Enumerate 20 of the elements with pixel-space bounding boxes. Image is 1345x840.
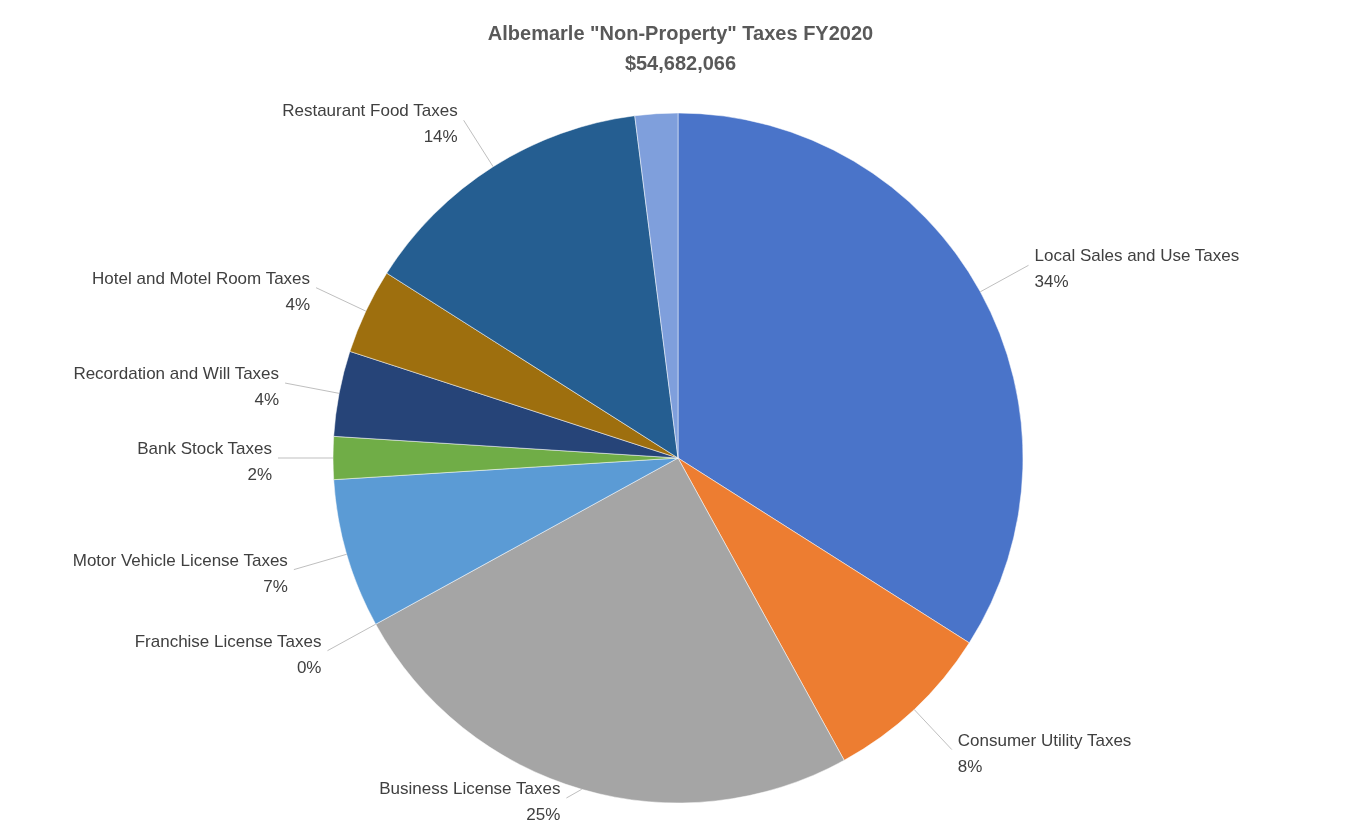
data-label: 7% <box>263 576 288 596</box>
data-label: 4% <box>285 294 311 314</box>
slice-label: Bank Stock Taxes <box>137 439 272 458</box>
chart-title: Albemarle "Non-Property" Taxes FY2020 <box>487 22 874 44</box>
slice-label: Recordation and Will Taxes <box>73 364 280 384</box>
slice-label: Hotel and Motel Room Taxes <box>92 268 311 288</box>
slice-label: Motor Vehicle License Taxes <box>72 550 288 570</box>
slice-label: Local Sales and Use Taxes <box>1034 246 1240 266</box>
chart-subtitle: $54,682,066 <box>624 52 737 74</box>
slice-label: Restaurant Food Taxes <box>282 101 458 121</box>
legend-label: Franchise License Taxes <box>134 631 322 651</box>
slice-label: Consumer Utility Taxes <box>957 730 1132 750</box>
data-label: 34% <box>1034 272 1069 292</box>
data-label: 8% <box>957 756 983 776</box>
data-label: 2% <box>247 465 272 484</box>
text: 0% <box>296 657 322 677</box>
data-label: 25% <box>526 805 561 824</box>
data-label: 4% <box>254 390 280 410</box>
slice-label: Business License Taxes <box>379 779 561 798</box>
data-label: 14% <box>423 127 458 147</box>
